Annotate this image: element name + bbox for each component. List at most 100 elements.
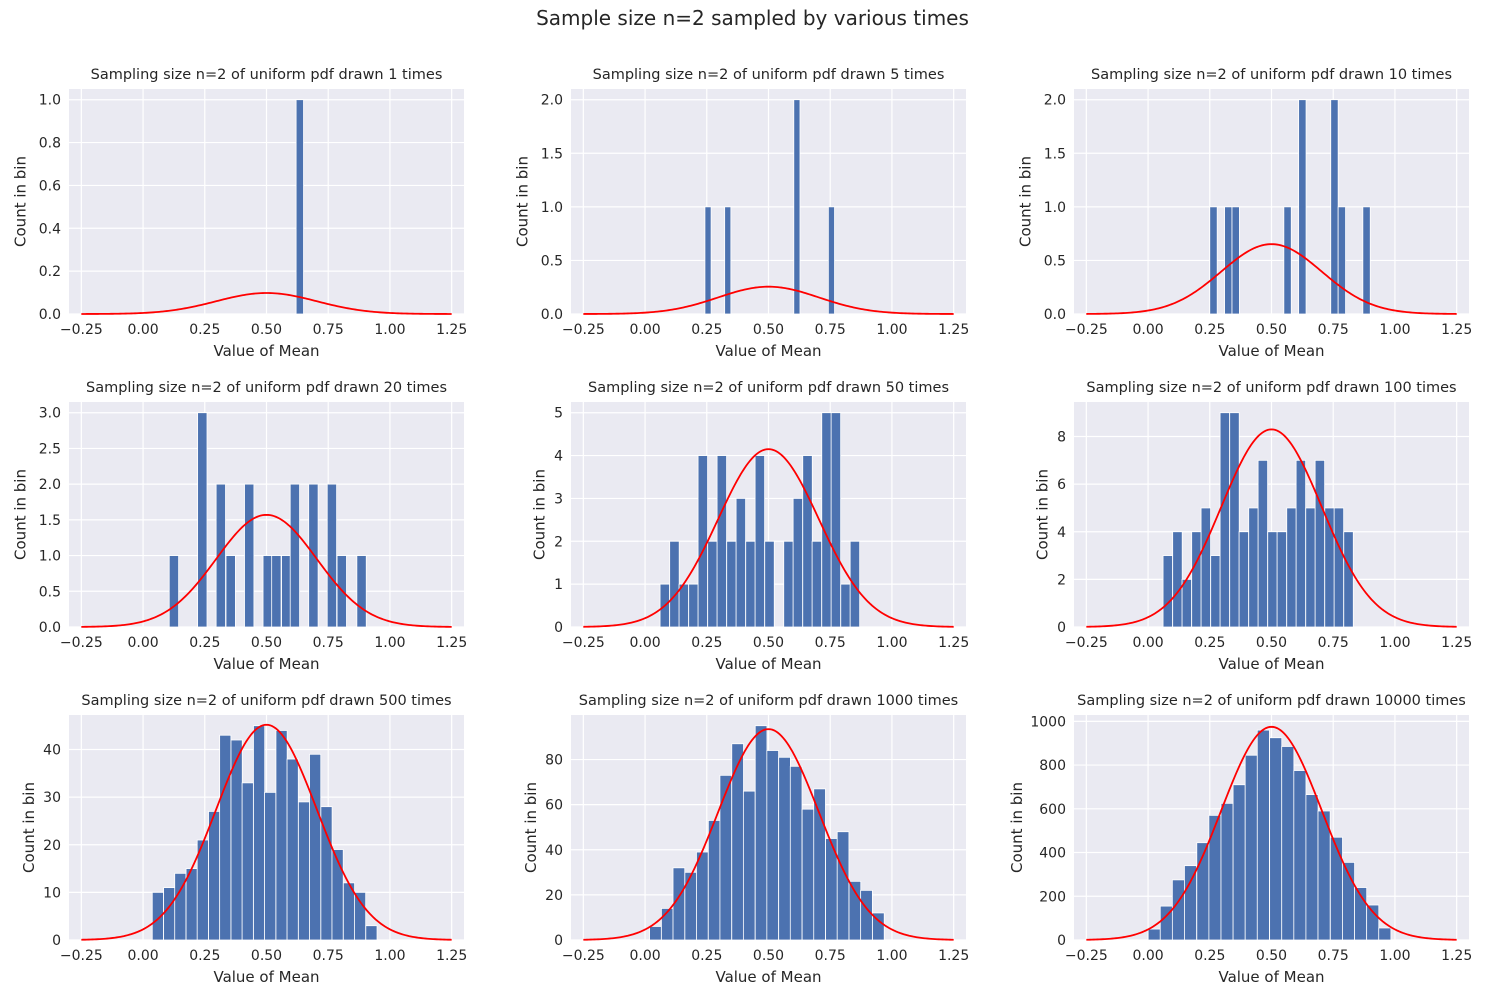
- y-tick-label: 0.0: [39, 620, 61, 636]
- histogram-bar: [678, 583, 689, 628]
- x-tick-label: 0.00: [1132, 322, 1163, 338]
- x-tick-label: 0.75: [313, 948, 344, 964]
- histogram-bar: [696, 851, 709, 941]
- x-tick-label: −0.25: [562, 322, 605, 338]
- y-axis-label: Count in bin: [20, 782, 38, 873]
- histogram-bar: [1305, 507, 1316, 628]
- histogram-bar: [1224, 206, 1233, 315]
- y-tick-label: 0.2: [39, 264, 61, 280]
- y-tick-label: 600: [1039, 802, 1066, 818]
- histogram-bar: [1317, 810, 1331, 941]
- histogram-bar: [281, 555, 292, 628]
- x-tick-label: 1.00: [1379, 635, 1410, 651]
- subplot-8: −0.25 0.00 0.25 0.50 0.75 1.00 1.25 0 20 40 60 80 Sa…: [522, 693, 969, 986]
- normal-fit-curve: [1086, 243, 1457, 315]
- subplot-5: −0.25 0.00 0.25 0.50 0.75 1.00 1.25 0 1 2 3 4 5 Sampl…: [531, 380, 970, 673]
- y-tick-label: 3.0: [39, 406, 61, 422]
- normal-fit-curve: [583, 448, 954, 628]
- x-tick-label: −0.25: [1065, 948, 1108, 964]
- y-tick-label: 30: [43, 790, 61, 806]
- y-tick-label: 4: [1057, 525, 1066, 541]
- histogram-bar: [1378, 927, 1392, 941]
- subplot-title: Sampling size n=2 of uniform pdf drawn 5…: [81, 693, 451, 709]
- x-tick-label: −0.25: [1065, 322, 1108, 338]
- y-tick-label: 60: [545, 798, 563, 814]
- histogram-bar: [735, 498, 747, 628]
- histogram-bar: [1171, 879, 1185, 941]
- histogram-bar: [215, 483, 226, 628]
- y-tick-label: 2.0: [541, 93, 563, 109]
- histogram-bar: [1200, 507, 1211, 628]
- x-tick-label: 0.75: [815, 635, 846, 651]
- x-tick-label: 1.00: [876, 322, 907, 338]
- y-axis-label: Count in bin: [1008, 782, 1026, 873]
- x-tick-label: 0.50: [251, 322, 282, 338]
- histogram-bar: [1343, 531, 1354, 628]
- histogram-bar: [1366, 904, 1380, 941]
- histogram-bar: [792, 498, 804, 628]
- y-tick-label: 2.0: [1044, 93, 1066, 109]
- y-tick-label: 0.5: [39, 584, 61, 600]
- histogram-bar: [802, 455, 813, 628]
- histogram-bar: [1172, 531, 1183, 628]
- histogram-bar: [778, 756, 791, 941]
- x-tick-label: 1.00: [876, 948, 907, 964]
- x-tick-label: 1.00: [1379, 948, 1410, 964]
- histogram-bar: [827, 206, 835, 315]
- histogram-bar: [1248, 507, 1259, 628]
- histogram-bar: [1220, 802, 1234, 941]
- y-tick-label: 400: [1039, 846, 1066, 862]
- y-tick-label: 1.0: [39, 93, 61, 109]
- subplot-4: −0.25 0.00 0.25 0.50 0.75 1.00 1.25 0.0 0.5 1.0 1.…: [12, 380, 468, 673]
- histogram-bar: [764, 540, 775, 628]
- x-tick-label: 1.00: [374, 322, 405, 338]
- y-tick-label: 0.8: [39, 136, 61, 152]
- y-tick-label: 0.0: [39, 307, 61, 323]
- histogram-bar: [872, 912, 885, 941]
- histogram-bar: [1362, 206, 1371, 315]
- x-tick-label: −0.25: [1065, 635, 1108, 651]
- histogram-bar: [1283, 206, 1292, 315]
- x-tick-label: 0.25: [1194, 635, 1225, 651]
- x-axis-label: Value of Mean: [1218, 342, 1324, 360]
- x-tick-label: 0.25: [189, 635, 220, 651]
- y-tick-label: 5: [554, 406, 563, 422]
- x-tick-label: 0.50: [1256, 322, 1287, 338]
- subplot-2: −0.25 0.00 0.25 0.50 0.75 1.00 1.25 0.0 0.5 1.0 1.…: [514, 67, 970, 360]
- histogram-bar: [295, 99, 304, 315]
- y-tick-label: 1.0: [541, 200, 563, 216]
- normal-fit-curve: [81, 292, 452, 315]
- histogram-bar: [801, 808, 815, 941]
- histogram-bar: [669, 540, 680, 628]
- y-tick-label: 0.6: [39, 178, 61, 194]
- histogram-bar: [1256, 729, 1270, 941]
- y-tick-label: 1.0: [1044, 200, 1066, 216]
- histogram-bar: [1232, 784, 1246, 941]
- x-axis-label: Value of Mean: [213, 342, 319, 360]
- x-tick-label: 1.00: [374, 948, 405, 964]
- subplot-title: Sampling size n=2 of uniform pdf drawn 1…: [579, 693, 958, 709]
- histogram-bar: [789, 765, 803, 941]
- histogram-bar: [1162, 555, 1173, 628]
- histogram-bar: [365, 925, 378, 941]
- y-tick-label: 0: [1057, 933, 1066, 949]
- x-tick-label: −0.25: [562, 948, 605, 964]
- histogram-bar: [1257, 459, 1269, 628]
- y-tick-label: 0.0: [541, 307, 563, 323]
- y-tick-label: 1.0: [39, 549, 61, 565]
- subplot-title: Sampling size n=2 of uniform pdf drawn 1…: [1077, 693, 1466, 709]
- histogram-bar: [163, 887, 176, 941]
- histogram-bar: [830, 412, 842, 628]
- y-tick-label: 2: [1057, 572, 1066, 588]
- x-tick-label: 0.00: [629, 948, 660, 964]
- x-tick-label: 0.00: [629, 322, 660, 338]
- subplot-title: Sampling size n=2 of uniform pdf drawn 1…: [1091, 67, 1452, 83]
- y-tick-label: 0.5: [541, 253, 563, 269]
- histogram-bar: [168, 555, 180, 628]
- y-axis-label: Count in bin: [1034, 469, 1052, 560]
- y-tick-label: 0.4: [39, 221, 61, 237]
- y-axis-label: Count in bin: [522, 782, 540, 873]
- histogram-bar: [320, 806, 333, 941]
- histogram-bar: [264, 791, 277, 941]
- x-tick-label: 0.25: [189, 948, 220, 964]
